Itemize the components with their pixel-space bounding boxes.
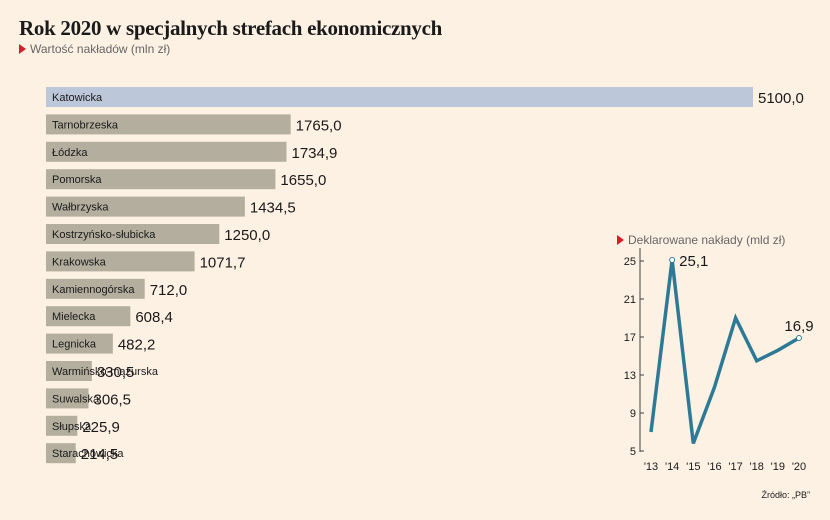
bar-category-label: Tarnobrzeska — [52, 119, 119, 131]
bar-12 — [46, 415, 78, 436]
chart-title: Rok 2020 w specjalnych strefach ekonomic… — [19, 16, 443, 40]
bar-category-label: Kamiennogórska — [52, 284, 135, 296]
bar-value-label: 1071,7 — [200, 254, 246, 271]
bar-value-label: 1250,0 — [224, 227, 270, 244]
bar-1 — [46, 114, 291, 135]
bar-value-label: 5100,0 — [758, 90, 804, 107]
bar-category-label: Wałbrzyska — [52, 202, 109, 214]
bar-value-label: 225,9 — [82, 419, 120, 436]
line-chart-subtitle-text: Deklarowane nakłady (mld zł) — [628, 233, 786, 247]
bar-13 — [46, 443, 76, 464]
bar-value-label: 330,5 — [97, 364, 135, 381]
bar-category-label: Suwalska — [52, 393, 100, 405]
bar-0 — [46, 87, 753, 107]
bar-11 — [46, 388, 89, 409]
bar-category-label: Kostrzyńsko-słubicka — [52, 229, 156, 241]
bar-value-label: 306,5 — [93, 391, 131, 408]
bar-2 — [46, 141, 287, 162]
red-triangle-icon — [19, 44, 26, 54]
bar-4 — [46, 196, 245, 217]
line-chart-subtitle: Deklarowane nakłady (mld zł) — [617, 233, 785, 247]
bar-3 — [46, 169, 276, 190]
bar-category-label: Warmińsko-mazurska — [52, 366, 159, 378]
bar-chart-subtitle: Wartość nakładów (mln zł) — [19, 42, 170, 56]
bar-value-label: 1734,9 — [292, 145, 338, 162]
bar-category-label: Łódzka — [52, 147, 88, 159]
bar-category-label: Krakowska — [52, 256, 107, 268]
bar-category-label: Legnicka — [52, 339, 97, 351]
bar-value-label: 712,0 — [150, 282, 188, 299]
bar-value-label: 1765,0 — [296, 117, 342, 134]
bar-6 — [46, 251, 195, 272]
bar-value-label: 214,5 — [81, 446, 119, 463]
bar-value-label: 482,2 — [118, 337, 156, 354]
red-triangle-icon — [617, 235, 624, 245]
bar-value-label: 1655,0 — [280, 172, 326, 189]
bar-category-label: Starachowicka — [52, 448, 124, 460]
bar-9 — [46, 333, 113, 354]
bar-category-label: Pomorska — [52, 174, 102, 186]
bar-10 — [46, 361, 92, 381]
bar-8 — [46, 306, 131, 327]
bar-5 — [46, 224, 220, 244]
bar-7 — [46, 278, 145, 299]
bar-value-label: 608,4 — [135, 309, 173, 326]
bar-category-label: Katowicka — [52, 92, 103, 104]
bar-chart-subtitle-text: Wartość nakładów (mln zł) — [30, 42, 171, 56]
source-note: Źródło: „PB” — [761, 490, 810, 500]
bar-category-label: Słupska — [52, 421, 92, 433]
bar-category-label: Mielecka — [52, 311, 96, 323]
bar-value-label: 1434,5 — [250, 200, 296, 217]
